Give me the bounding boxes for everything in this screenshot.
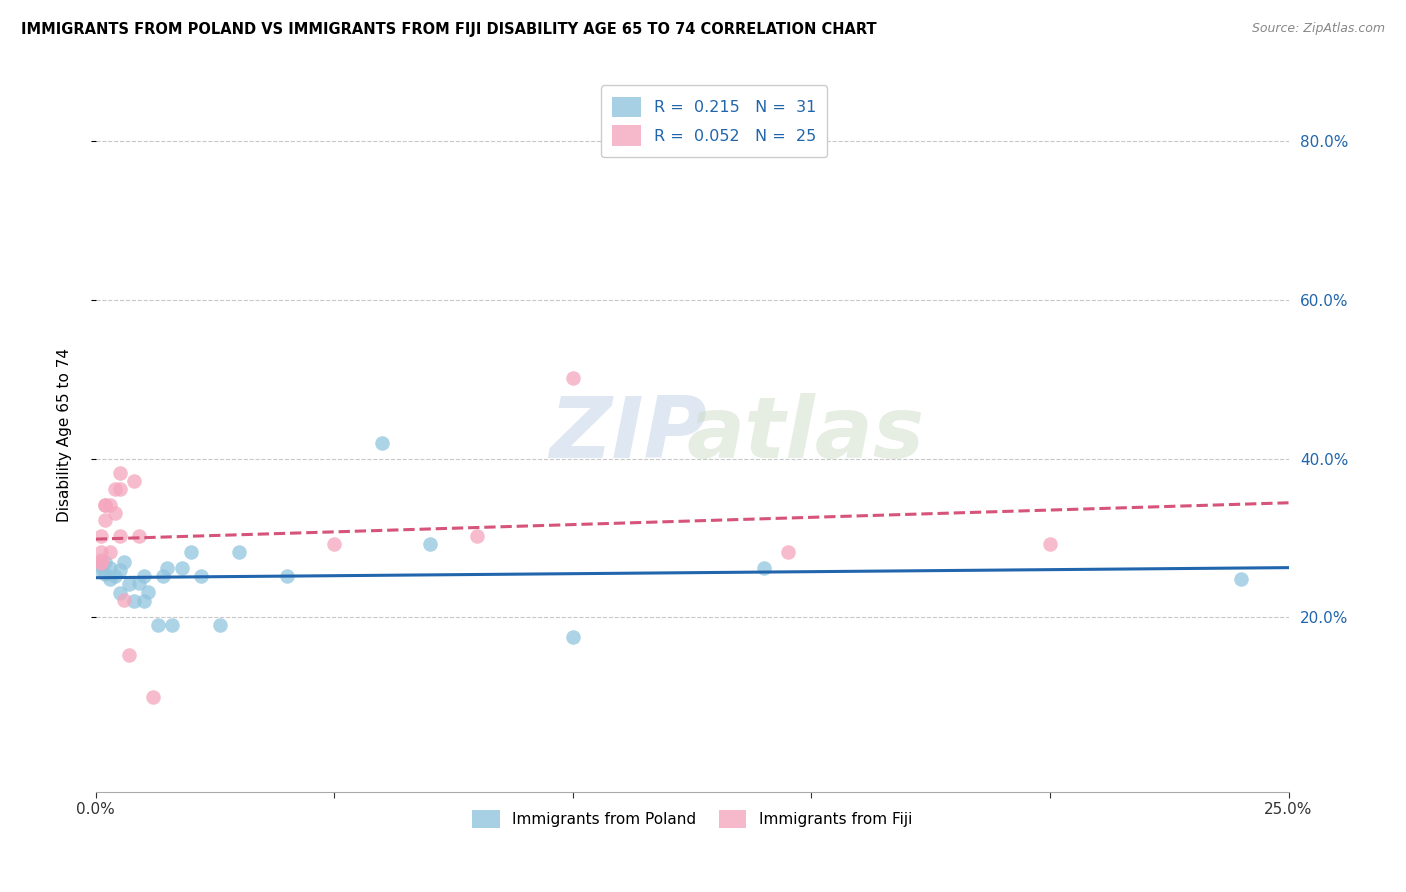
Point bbox=[122, 594, 145, 608]
Point bbox=[94, 498, 117, 512]
Point bbox=[104, 506, 127, 520]
Point bbox=[142, 690, 165, 704]
Point bbox=[1039, 537, 1062, 551]
Point bbox=[94, 498, 117, 512]
Point bbox=[108, 482, 131, 496]
Point bbox=[208, 618, 231, 632]
Point bbox=[276, 569, 298, 583]
Point bbox=[98, 545, 121, 559]
Point bbox=[561, 630, 583, 644]
Point bbox=[90, 529, 112, 543]
Point bbox=[94, 555, 117, 569]
Point bbox=[98, 561, 121, 575]
Point bbox=[122, 474, 145, 488]
Point bbox=[104, 482, 127, 496]
Point bbox=[1230, 572, 1253, 586]
Point bbox=[323, 537, 346, 551]
Point bbox=[128, 576, 150, 591]
Point bbox=[90, 558, 112, 573]
Point bbox=[118, 577, 141, 591]
Point bbox=[132, 594, 155, 608]
Point bbox=[190, 569, 212, 583]
Point bbox=[467, 529, 489, 543]
Point bbox=[108, 529, 131, 543]
Point bbox=[108, 563, 131, 577]
Point bbox=[112, 592, 135, 607]
Text: IMMIGRANTS FROM POLAND VS IMMIGRANTS FROM FIJI DISABILITY AGE 65 TO 74 CORRELATI: IMMIGRANTS FROM POLAND VS IMMIGRANTS FRO… bbox=[21, 22, 877, 37]
Point bbox=[98, 498, 121, 512]
Point bbox=[152, 569, 174, 583]
Text: ZIP: ZIP bbox=[548, 393, 707, 476]
Text: atlas: atlas bbox=[686, 393, 924, 476]
Point bbox=[98, 572, 121, 586]
Point bbox=[180, 545, 202, 559]
Point bbox=[112, 555, 135, 569]
Point bbox=[156, 561, 179, 575]
Point bbox=[561, 370, 583, 384]
Text: Source: ZipAtlas.com: Source: ZipAtlas.com bbox=[1251, 22, 1385, 36]
Point bbox=[132, 569, 155, 583]
Point bbox=[136, 585, 159, 599]
Point bbox=[160, 618, 183, 632]
Point bbox=[118, 648, 141, 663]
Point bbox=[752, 561, 775, 575]
Point bbox=[146, 618, 169, 632]
Point bbox=[128, 529, 150, 543]
Legend: Immigrants from Poland, Immigrants from Fiji: Immigrants from Poland, Immigrants from … bbox=[467, 804, 918, 834]
Point bbox=[108, 466, 131, 480]
Point bbox=[90, 557, 112, 571]
Y-axis label: Disability Age 65 to 74: Disability Age 65 to 74 bbox=[58, 348, 72, 522]
Point bbox=[170, 561, 193, 575]
Point bbox=[104, 569, 127, 583]
Point bbox=[90, 553, 112, 567]
Point bbox=[371, 435, 394, 450]
Point bbox=[94, 513, 117, 527]
Point bbox=[90, 555, 112, 569]
Point bbox=[228, 545, 250, 559]
Point bbox=[90, 563, 112, 577]
Point bbox=[90, 545, 112, 559]
Point bbox=[419, 537, 441, 551]
Point bbox=[108, 586, 131, 600]
Point bbox=[94, 566, 117, 581]
Point bbox=[776, 545, 799, 559]
